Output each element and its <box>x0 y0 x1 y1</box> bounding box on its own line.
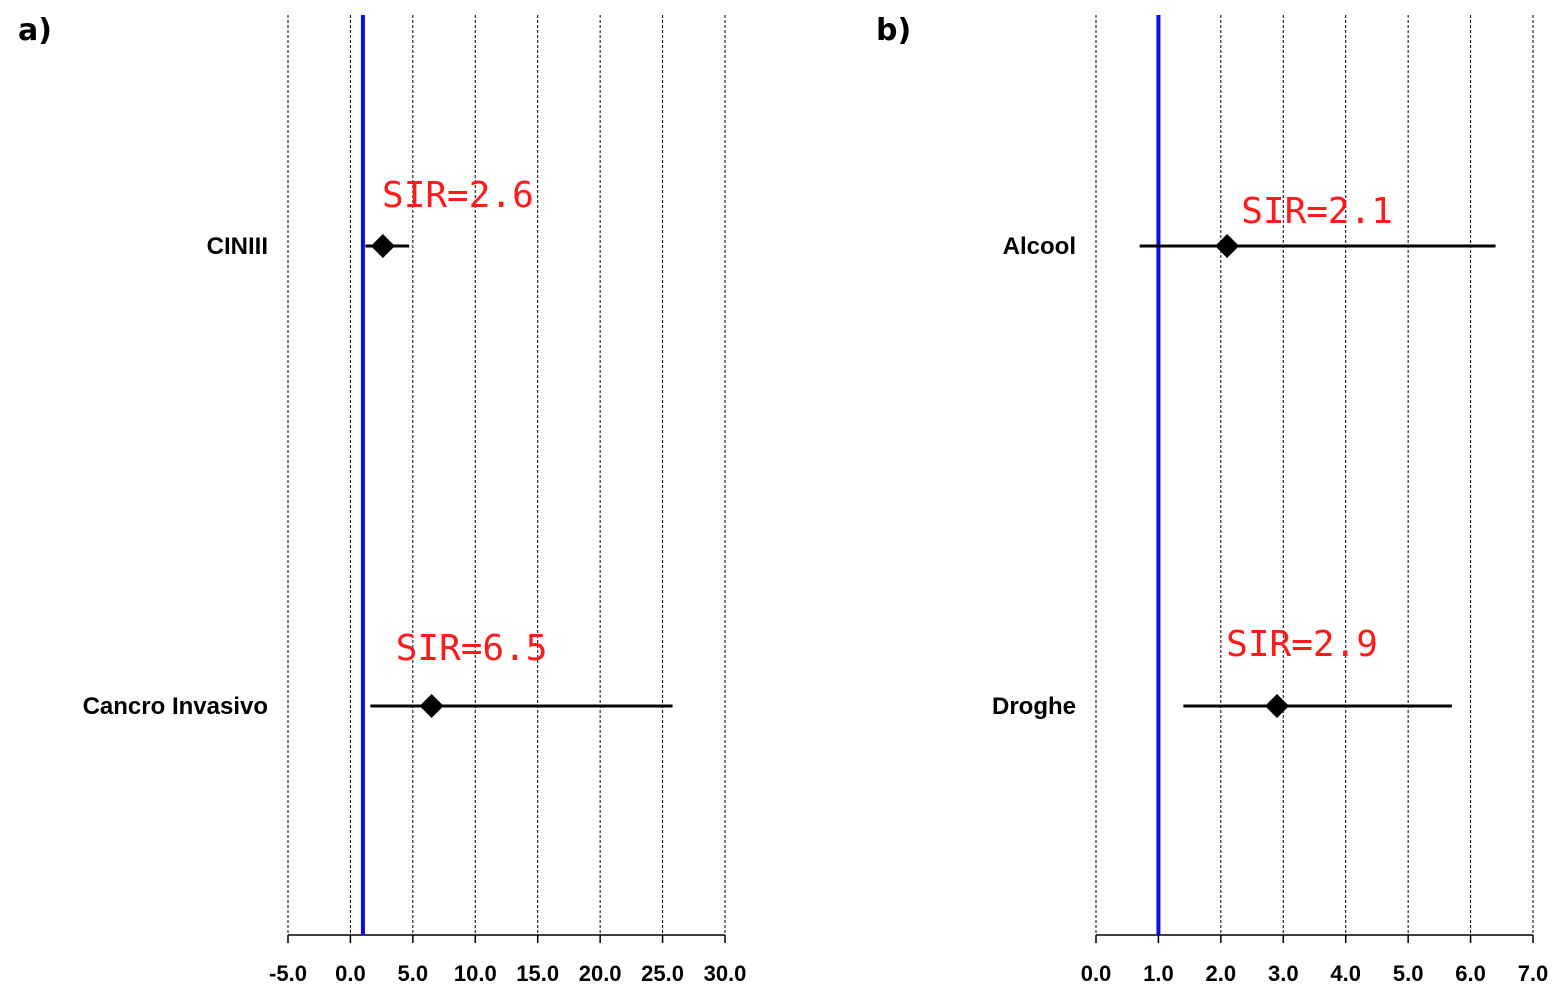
x-tick-label: 7.0 <box>1518 961 1549 986</box>
row-label: Droghe <box>992 693 1076 720</box>
x-tick-label: 25.0 <box>641 961 684 986</box>
x-tick-label: 5.0 <box>1393 961 1424 986</box>
x-tick-label: 10.0 <box>454 961 497 986</box>
x-tick-label: 2.0 <box>1206 961 1237 986</box>
x-tick-label: 15.0 <box>516 961 559 986</box>
panel-label: b) <box>876 13 911 48</box>
panel-b: b) 0.0 1.0 2.0 3.0 4.0 5.0 6.0 7.0 Alcool SIR=2.1 D… <box>876 13 1548 986</box>
sir-annotation: SIR=2.1 <box>1241 191 1393 232</box>
x-tick-label: 1.0 <box>1143 961 1174 986</box>
sir-annotation: SIR=2.9 <box>1226 624 1378 665</box>
x-tick-label: 5.0 <box>398 961 429 986</box>
panel-a: a) -5.0 0.0 5.0 10.0 15.0 20.0 25.0 30.0 CINIII SI… <box>18 13 746 986</box>
x-tick-label: 3.0 <box>1268 961 1299 986</box>
estimate-marker <box>1265 694 1290 718</box>
x-tick-label: 4.0 <box>1330 961 1361 986</box>
x-tick-label: 0.0 <box>1081 961 1112 986</box>
estimate-marker <box>370 234 395 258</box>
row-label: Cancro Invasivo <box>83 693 268 720</box>
x-tick-label: 0.0 <box>335 961 366 986</box>
sir-annotation: SIR=2.6 <box>382 175 534 216</box>
sir-annotation: SIR=6.5 <box>396 628 548 669</box>
x-tick-label: 6.0 <box>1455 961 1486 986</box>
panel-label: a) <box>18 13 52 48</box>
row-label: CINIII <box>207 233 268 260</box>
estimate-marker <box>1215 234 1240 258</box>
x-tick-label: 30.0 <box>704 961 747 986</box>
x-tick-label: -5.0 <box>269 961 307 986</box>
x-tick-label: 20.0 <box>579 961 622 986</box>
estimate-marker <box>419 694 444 718</box>
row-label: Alcool <box>1003 233 1076 260</box>
